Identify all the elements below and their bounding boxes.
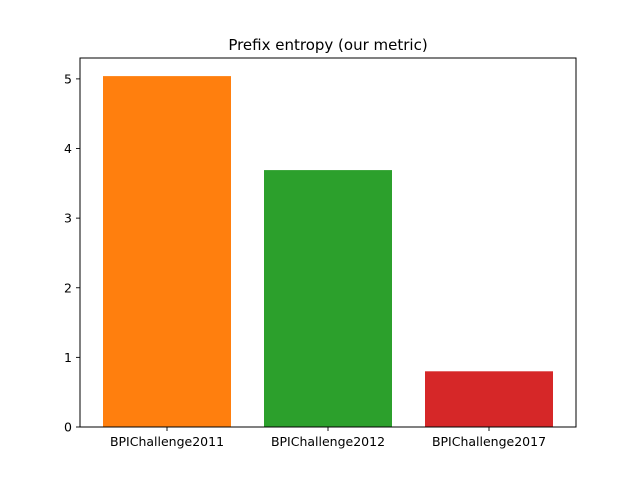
y-tick-label: 3: [64, 211, 72, 226]
y-tick-label: 4: [64, 141, 72, 156]
chart-title: Prefix entropy (our metric): [228, 36, 427, 54]
y-tick-label: 5: [64, 71, 72, 86]
bars-group: [103, 76, 553, 428]
y-tick-label: 2: [64, 280, 72, 295]
bar-bpichallenge2011: [103, 76, 231, 428]
x-tick-label: BPIChallenge2017: [432, 434, 546, 449]
y-tick-label: 0: [64, 420, 72, 435]
axes-group: BPIChallenge2011 BPIChallenge2012 BPIChall…: [64, 57, 577, 449]
y-tick-label: 1: [64, 350, 72, 365]
bar-bpichallenge2012: [264, 170, 392, 427]
bar-bpichallenge2017: [425, 371, 553, 427]
x-tick-label: BPIChallenge2011: [110, 434, 224, 449]
plot-frame: [79, 57, 577, 428]
x-tick-label: BPIChallenge2012: [271, 434, 385, 449]
